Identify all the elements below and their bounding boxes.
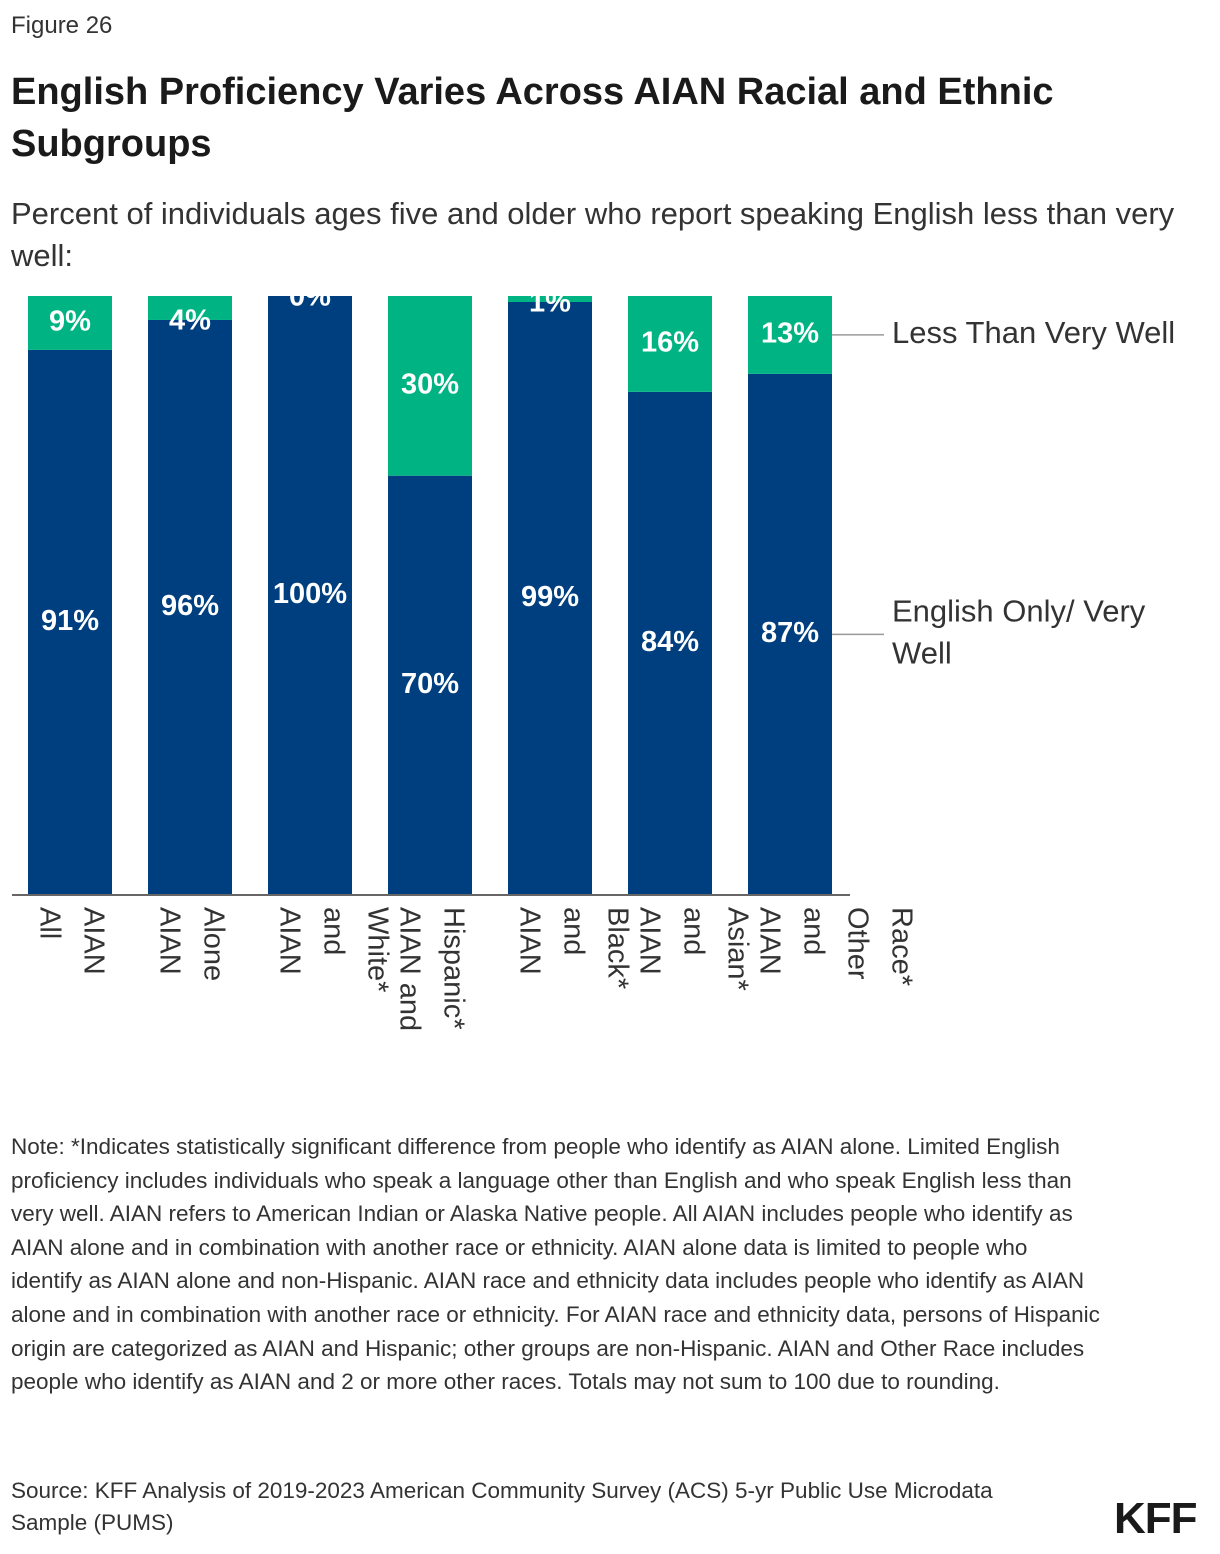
data-label-less-than-very-well: 13% [761,318,819,350]
category-label-group: AIAN and Other Race* [753,907,917,986]
category-label: AIAN and [393,907,425,1031]
category-label-group: All AIAN [33,907,109,975]
data-label-less-than-very-well: 30% [401,369,459,401]
bar-less-than-very-well-6 [748,296,832,374]
bar-less-than-very-well-1 [148,296,232,320]
data-label-english-only: 100% [273,578,347,610]
category-label: AIAN [153,907,185,975]
bars-layer [28,296,832,896]
data-label-less-than-very-well: 1% [529,287,571,319]
bar-english-only-3 [388,475,472,895]
source-text: Source: KFF Analysis of 2019-2023 Americ… [11,1478,993,1535]
data-label-less-than-very-well: 9% [49,306,91,338]
footnote: Note: *Indicates statistically significa… [11,1134,1100,1395]
category-label: and [677,907,709,955]
legend: Less Than Very Well English Only/ Very Wel… [832,315,1175,671]
data-label-english-only: 84% [641,626,699,658]
bar-english-only-1 [148,319,232,896]
category-label: AIAN [753,907,785,975]
category-label: Hispanic* [437,907,469,1030]
category-label-group: AIAN Alone [153,907,229,981]
data-label-less-than-very-well: 0% [289,281,331,313]
data-label-english-only: 91% [41,605,99,637]
category-label: All [33,907,65,939]
category-label-group: AIAN and Hispanic* [393,907,469,1031]
category-label: Race* [885,907,917,986]
category-label: and [797,907,829,955]
bar-english-only-2 [268,296,352,895]
data-label-less-than-very-well: 4% [169,305,211,337]
category-label: AIAN [513,907,545,975]
data-labels-layer: 91% 9% 96% 4% 100% 0% 70% 30% 99% 1% 84% 16% 87% 13% [41,281,819,700]
bar-english-only-6 [748,373,832,895]
category-label: AIAN [273,907,305,975]
legend-label-less-than-very-well: Less Than Very Well [892,315,1175,350]
bar-less-than-very-well-5 [628,296,712,392]
bar-english-only-0 [28,349,112,895]
category-label: Alone [197,907,229,981]
legend-label-english-only: English Only/ Very [892,594,1146,629]
bar-english-only-4 [508,301,592,895]
bar-less-than-very-well-3 [388,296,472,476]
category-label: AIAN [633,907,665,975]
category-label-group: AIAN and White* [273,907,393,992]
figure-label: Figure 26 [11,12,113,39]
bar-english-only-5 [628,391,712,895]
data-label-english-only: 99% [521,581,579,613]
category-label: and [557,907,589,955]
category-label: Other [841,907,873,980]
data-label-english-only: 70% [401,668,459,700]
data-label-less-than-very-well: 16% [641,327,699,359]
data-label-english-only: 87% [761,617,819,649]
bar-less-than-very-well-4 [508,296,592,302]
category-label: Asian* [721,907,753,991]
chart-title: English Proficiency Varies Across AIAN R… [11,71,1054,165]
stacked-bar-chart: 91%9%96%4%100%0%70%30%99%1%84%16%87%13% … [12,281,1175,1031]
chart-subtitle: Percent of individuals ages five and old… [11,196,1175,273]
category-label: AIAN [77,907,109,975]
legend-label-english-only: Well [892,636,952,671]
category-labels-layer: All AIAN AIAN Alone AIAN and White* AIAN and His… [33,907,917,1031]
category-label-group: AIAN and Black* [513,907,633,989]
category-label: White* [361,907,393,992]
kff-logo: KFF [1114,1494,1198,1543]
category-label: and [317,907,349,955]
data-label-english-only: 96% [161,590,219,622]
bar-less-than-very-well-0 [28,296,112,350]
category-label-group: AIAN and Asian* [633,907,753,991]
category-label: Black* [601,907,633,989]
